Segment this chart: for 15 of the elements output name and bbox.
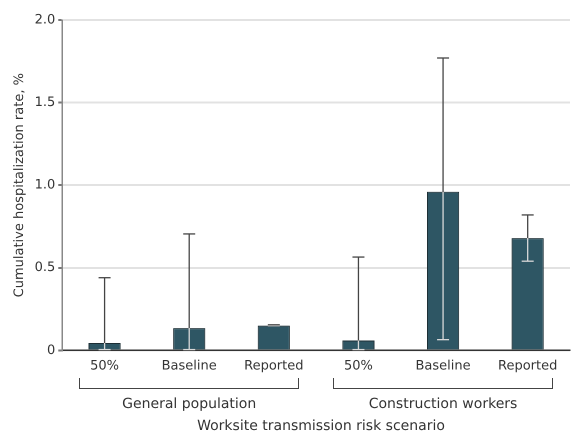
y-axis-title: Cumulative hospitalization rate, %: [12, 73, 28, 298]
text: General population: [121, 396, 258, 412]
x-tick-label: Reported: [498, 358, 558, 374]
y-tick-label: 1.0: [34, 178, 56, 193]
x-axis-title: Worksite transmission risk scenario: [196, 418, 446, 434]
x-tick-label: Baseline: [416, 358, 471, 374]
text: Construction workers: [368, 396, 518, 412]
y-tick-label: 0: [46, 342, 56, 358]
x-tick-label: 50%: [344, 358, 373, 374]
x-tick-label: Reported: [244, 358, 304, 374]
y-tick-label: 0.5: [34, 260, 56, 276]
y-tick-label: 1.5: [34, 94, 56, 110]
x-tick-label: Baseline: [162, 358, 217, 374]
y-tick-label: 2.0: [34, 12, 56, 28]
x-tick-label: 50%: [90, 358, 120, 374]
